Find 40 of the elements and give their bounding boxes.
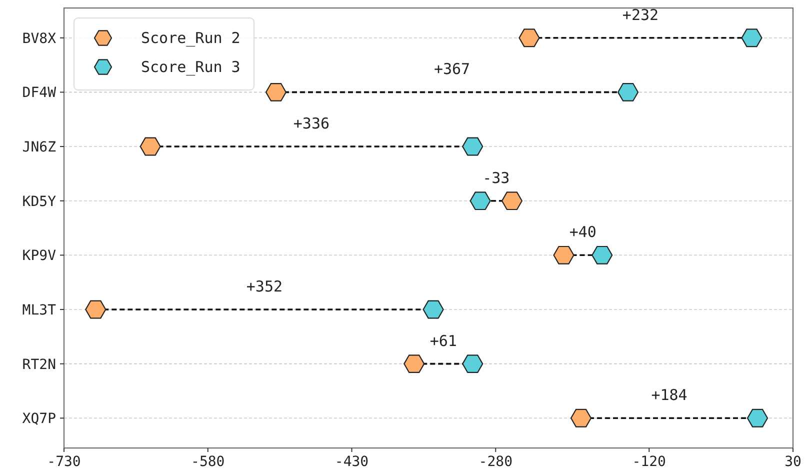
annotation: -33 [482, 168, 510, 187]
point [570, 408, 592, 428]
annotation: +184 [651, 386, 688, 404]
x-tick-label: 30 [784, 454, 802, 470]
x-tick-label: -430 [334, 454, 369, 470]
point [501, 192, 522, 210]
point [422, 300, 444, 319]
annotation: +232 [622, 6, 659, 24]
annotation: +61 [430, 332, 457, 350]
x-tick-label: -580 [191, 454, 225, 470]
point [265, 82, 287, 102]
point [741, 28, 762, 48]
point [518, 28, 540, 48]
x-tick-label: -730 [47, 454, 81, 470]
y-tick-label: DF4W [22, 85, 57, 102]
y-tick-label: KD5Y [22, 194, 57, 210]
point [85, 300, 106, 319]
annotation: +336 [293, 114, 330, 133]
y-tick-label: XQ7P [22, 411, 56, 428]
y-tick-label: BV8X [22, 30, 57, 47]
point [553, 246, 574, 264]
point [470, 192, 491, 210]
y-tick-label: JN6Z [22, 140, 56, 156]
annotation: +40 [569, 223, 596, 242]
y-tick-label: ML3T [22, 302, 57, 318]
y-tick-label: RT2N [22, 356, 56, 373]
x-tick-label: -280 [478, 454, 513, 470]
annotation: +367 [434, 60, 470, 78]
point [404, 354, 425, 374]
annotation: +352 [246, 277, 283, 296]
y-tick-label: KP9V [22, 248, 57, 264]
point [462, 354, 484, 374]
point [462, 137, 484, 156]
point [592, 246, 613, 264]
point [140, 137, 161, 156]
x-tick-label: -120 [632, 454, 666, 470]
point [617, 82, 639, 102]
legend-label: Score_Run 2 [141, 29, 240, 47]
legend-label: Score_Run 3 [141, 58, 240, 76]
point [746, 408, 768, 428]
